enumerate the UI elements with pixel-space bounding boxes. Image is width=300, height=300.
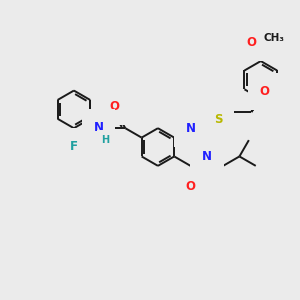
Text: N: N xyxy=(202,150,212,163)
Text: N: N xyxy=(185,122,196,135)
Text: O: O xyxy=(247,36,257,50)
Text: O: O xyxy=(109,100,119,113)
Text: S: S xyxy=(214,113,223,126)
Text: CH₃: CH₃ xyxy=(264,33,285,43)
Text: F: F xyxy=(70,140,78,153)
Text: O: O xyxy=(185,180,196,193)
Text: N: N xyxy=(94,121,103,134)
Text: H: H xyxy=(101,135,110,145)
Text: O: O xyxy=(260,85,270,98)
